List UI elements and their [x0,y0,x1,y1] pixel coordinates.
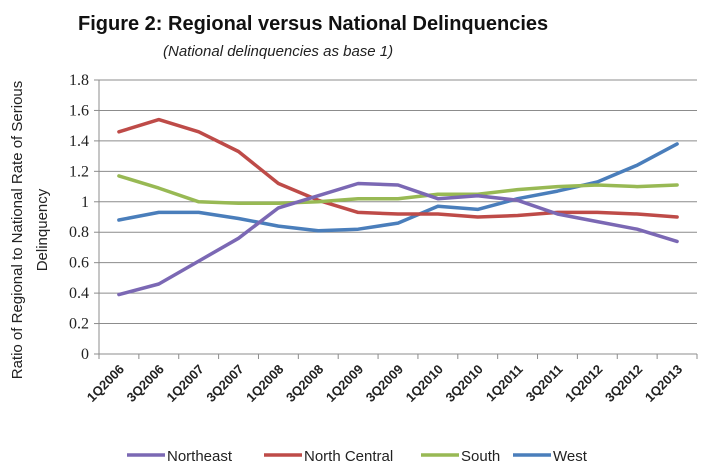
x-tick-label: 3Q2010 [443,362,486,405]
y-tick-label: 1.8 [69,72,89,89]
y-axis-label: Ratio of Regional to National Rate of Se… [9,81,51,380]
legend-item-south: South [421,448,500,464]
series-lines [117,117,679,297]
series-line-south [117,174,679,206]
x-tick-label: 1Q2012 [562,362,605,405]
series-line-north-central [117,117,679,219]
y-tick-label: 0.8 [69,224,89,241]
x-tick-label: 3Q2011 [523,362,566,405]
x-tick-label: 1Q2011 [483,362,526,405]
x-tick-label: 3Q2012 [602,362,645,405]
x-tick-label: 1Q2006 [84,362,127,405]
y-tick-labels: 0 0.2 0.4 0.6 0.8 1 1.2 1.4 1.6 1.8 [69,72,89,363]
y-axis-label-line-2: Delinquency [34,188,51,271]
legend-item-north-central: North Central [264,448,393,464]
legend-label: South [461,448,500,464]
x-tick-label: 1Q2008 [243,362,286,405]
legend-item-northeast: Northeast [127,448,233,464]
chart-subtitle: (National delinquencies as base 1) [163,43,393,60]
x-tick-label: 3Q2009 [363,362,406,405]
x-tick-label: 1Q2007 [163,362,206,405]
y-tick-label: 1.6 [69,102,89,119]
x-tick-label: 1Q2010 [403,362,446,405]
chart-title: Figure 2: Regional versus National Delin… [78,13,548,35]
axes [94,79,698,359]
series-line-west [117,181,679,297]
y-tick-label: 0.4 [69,285,89,302]
legend: Northeast North Central South West [127,448,588,464]
x-tick-label: 1Q2009 [323,362,366,405]
y-tick-label: 1.4 [69,133,89,150]
y-axis-label-line-1: Ratio of Regional to National Rate of Se… [9,81,26,380]
x-tick-label: 3Q2008 [283,362,326,405]
x-tick-labels: 1Q20063Q20061Q20073Q20071Q20083Q20081Q20… [84,362,685,405]
x-tick-label: 3Q2006 [124,362,167,405]
y-tick-label: 0 [81,346,89,363]
y-tick-label: 1.2 [69,163,89,180]
legend-item-west: West [513,448,588,464]
legend-label: North Central [304,448,393,464]
x-tick-label: 3Q2007 [203,362,246,405]
y-tick-label: 0.2 [69,316,89,333]
x-tick-label: 1Q2013 [642,362,685,405]
legend-label: Northeast [167,448,233,464]
legend-label: West [553,448,588,464]
series-line-northeast [117,142,679,233]
y-tick-label: 0.6 [69,255,89,272]
gridlines [99,79,697,325]
y-tick-label: 1 [81,194,89,211]
